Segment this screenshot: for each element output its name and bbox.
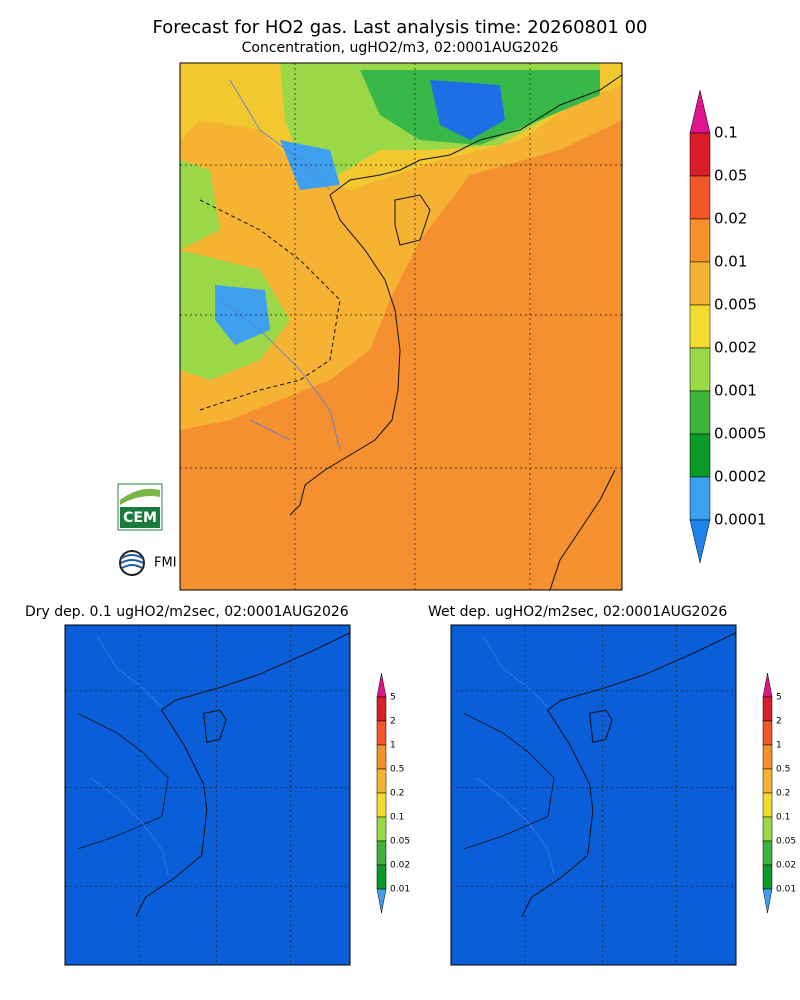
colorbar-label: 0.05 (390, 837, 410, 847)
main-map (179, 62, 623, 591)
colorbar-label: 0.0005 (714, 425, 767, 443)
colorbar-segment (376, 840, 387, 866)
colorbar: 5 2 1 0.5 0.2 0.1 0.05 0.02 0.01 (762, 672, 796, 914)
colorbar-segment (376, 696, 387, 722)
cem-logo: CEM (117, 483, 163, 531)
colorbar-segment (762, 792, 773, 818)
fmi-logo: FMI (119, 550, 177, 576)
colorbar-top-arrow (376, 672, 387, 698)
colorbar-label: 5 (776, 693, 782, 703)
colorbar-label: 0.1 (390, 813, 404, 823)
colorbar-label: 0.5 (390, 765, 404, 775)
colorbar-label: 0.005 (714, 296, 757, 314)
colorbar-label: 0.002 (714, 339, 757, 357)
colorbar-segment (762, 864, 773, 890)
fmi-text: FMI (154, 556, 177, 571)
colorbar-label: 2 (776, 717, 782, 727)
colorbar: 0.1 0.05 0.02 0.01 0.005 0.002 0.001 0.0005 0.00… (689, 89, 767, 564)
colorbar: 5 2 1 0.5 0.2 0.1 0.05 0.02 0.01 (376, 672, 410, 914)
colorbar-bottom-arrow (762, 888, 773, 914)
colorbar-segment (376, 720, 387, 746)
colorbar-label: 0.05 (776, 837, 796, 847)
cem-text: CEM (123, 510, 157, 526)
colorbar-label: 0.02 (714, 210, 747, 228)
colorbar-segment (762, 744, 773, 770)
colorbar-segment (689, 347, 711, 392)
colorbar-segment (762, 840, 773, 866)
title: Forecast for HO2 gas. Last analysis time… (152, 17, 647, 38)
colorbar-label: 0.2 (390, 789, 404, 799)
colorbar-segment (689, 390, 711, 435)
colorbar-label: 0.0002 (714, 468, 767, 486)
colorbar-segment (689, 261, 711, 306)
colorbar-segment (762, 720, 773, 746)
subtitle: Concentration, ugHO2/m3, 02:0001AUG2026 (242, 40, 559, 56)
deposition-map (64, 624, 351, 966)
colorbar-segment (762, 816, 773, 842)
deposition-map (450, 624, 737, 966)
colorbar-label: 0.05 (714, 167, 747, 185)
colorbar-label: 0.1 (714, 124, 738, 142)
panel-title: Wet dep. ugHO2/m2sec, 02:0001AUG2026 (428, 604, 727, 620)
colorbar-label: 0.02 (390, 861, 410, 871)
colorbar-segment (376, 744, 387, 770)
colorbar-segment (762, 768, 773, 794)
colorbar-segment (376, 864, 387, 890)
colorbar-label: 0.2 (776, 789, 790, 799)
colorbar-segment (689, 433, 711, 478)
panel-title: Dry dep. 0.1 ugHO2/m2sec, 02:0001AUG2026 (25, 604, 349, 620)
colorbar-label: 2 (390, 717, 396, 727)
colorbar-label: 0.02 (776, 861, 796, 871)
colorbar-top-arrow (762, 672, 773, 698)
colorbar-label: 0.01 (714, 253, 747, 271)
colorbar-label: 5 (390, 693, 396, 703)
colorbar-bottom-arrow (376, 888, 387, 914)
colorbar-label: 1 (776, 741, 782, 751)
colorbar-top-arrow (689, 89, 711, 134)
colorbar-label: 1 (390, 741, 396, 751)
colorbar-label: 0.001 (714, 382, 757, 400)
colorbar-label: 0.5 (776, 765, 790, 775)
colorbar-segment (762, 696, 773, 722)
colorbar-bottom-arrow (689, 519, 711, 564)
colorbar-segment (376, 792, 387, 818)
colorbar-label: 0.01 (776, 885, 796, 895)
colorbar-segment (376, 816, 387, 842)
colorbar-label: 0.0001 (714, 511, 767, 529)
colorbar-segment (689, 132, 711, 177)
colorbar-segment (689, 218, 711, 263)
deposition-panels: Dry dep. 0.1 ugHO2/m2sec, 02:0001AUG2026… (25, 604, 737, 966)
colorbar-segment (689, 304, 711, 349)
colorbar-label: 0.01 (390, 885, 410, 895)
colorbar-segment (376, 768, 387, 794)
colorbar-label: 0.1 (776, 813, 790, 823)
colorbars: 0.1 0.05 0.02 0.01 0.005 0.002 0.001 0.0005 0.00… (376, 89, 796, 914)
colorbar-segment (689, 476, 711, 521)
colorbar-segment (689, 175, 711, 220)
